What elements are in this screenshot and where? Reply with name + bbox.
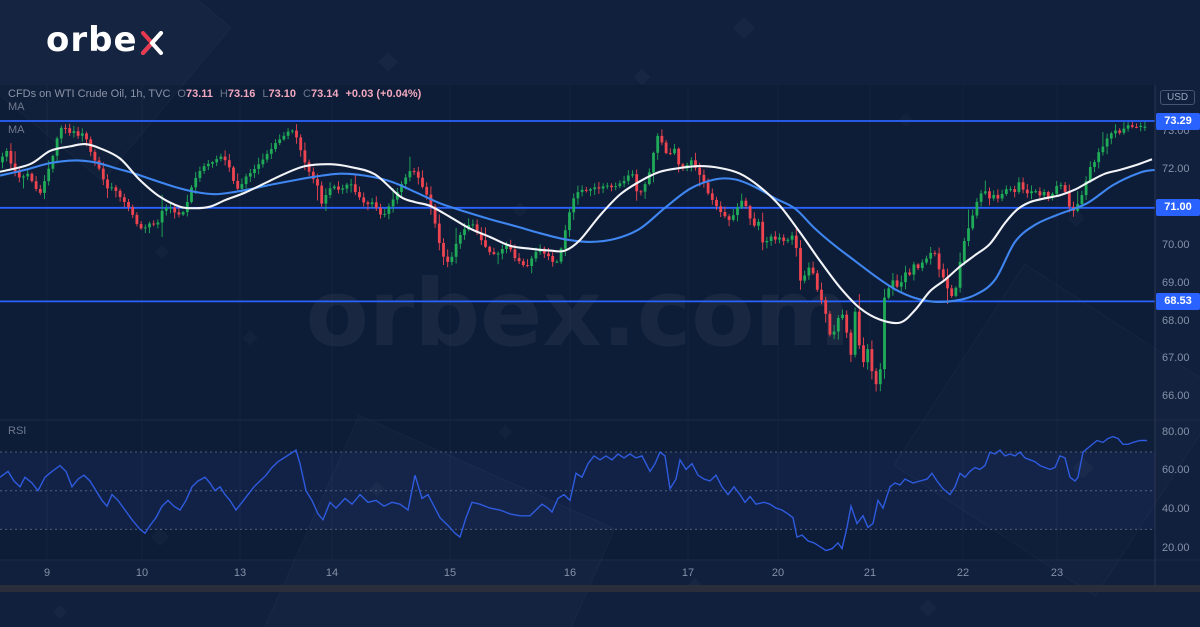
time-tick-label[interactable]: 17	[681, 567, 695, 579]
high-label: H	[219, 88, 228, 100]
time-tick-label[interactable]: 20	[771, 567, 785, 579]
time-tick-label[interactable]: 21	[863, 567, 877, 579]
symbol-title[interactable]: CFDs on WTI Crude Oil, 1h, TVC	[8, 88, 171, 100]
time-tick-label[interactable]: 14	[325, 567, 339, 579]
orbex-logo-text: orbe	[46, 20, 138, 60]
time-tick-label[interactable]: 16	[563, 567, 577, 579]
low-value: 73.10	[268, 88, 297, 100]
rsi-line	[0, 435, 1147, 552]
open-label: O	[177, 88, 186, 100]
ohlc-close: C73.14	[303, 88, 338, 100]
symbol-legend: CFDs on WTI Crude Oil, 1h, TVC O73.11 H7…	[8, 88, 421, 100]
price-tick-label: 67.00	[1162, 352, 1190, 365]
ohlc-low: L73.10	[262, 88, 296, 100]
high-value: 73.16	[227, 88, 256, 100]
time-gridlines	[46, 85, 1058, 560]
rsi-tick-label: 20.00	[1162, 541, 1190, 554]
rsi-tick-label: 80.00	[1162, 425, 1190, 438]
close-value: 73.14	[310, 88, 339, 100]
ma-legend-1[interactable]: MA	[8, 101, 25, 113]
price-tick-label: 72.00	[1162, 162, 1190, 175]
time-tick-label[interactable]: 13	[233, 567, 247, 579]
watermark: orbex.com	[306, 260, 851, 367]
ohlc-high: H73.16	[220, 88, 255, 100]
time-tick-label[interactable]: 10	[135, 567, 149, 579]
price-tick-label: 69.00	[1162, 276, 1190, 289]
candlestick-series	[1, 121, 1147, 392]
bottom-scroll-strip[interactable]	[0, 585, 1200, 592]
ma-legend-2[interactable]: MA	[8, 124, 25, 136]
orbex-logo-x-icon	[140, 31, 163, 55]
currency-badge: USD	[1160, 90, 1196, 105]
rsi-legend[interactable]: RSI	[8, 425, 27, 437]
moving-averages	[0, 143, 1155, 325]
pane-background	[0, 85, 1155, 560]
orbex-logo: orbe	[46, 22, 164, 58]
time-tick-label[interactable]: 9	[43, 567, 51, 579]
time-tick-label[interactable]: 22	[956, 567, 970, 579]
ma-white-line	[0, 143, 1153, 325]
price-level-badge: 68.53	[1156, 292, 1200, 310]
change-value: +0.03 (+0.04%)	[345, 88, 422, 100]
time-tick-label[interactable]: 15	[443, 567, 457, 579]
close-label: C	[303, 88, 311, 100]
open-value: 73.11	[185, 88, 213, 100]
low-label: L	[262, 88, 269, 100]
ohlc-open: O73.11	[177, 88, 212, 100]
time-tick-label[interactable]: 23	[1050, 567, 1064, 579]
ma-blue-line	[0, 159, 1155, 304]
price-level-badge: 73.29	[1156, 112, 1200, 130]
rsi-tick-label: 60.00	[1162, 464, 1190, 477]
price-level-badge: 71.00	[1156, 199, 1200, 217]
rsi-tick-label: 40.00	[1162, 503, 1190, 516]
price-tick-label: 70.00	[1162, 238, 1190, 251]
rsi-pane	[0, 451, 1155, 530]
price-tick-label: 66.00	[1162, 390, 1190, 403]
price-tick-label: 68.00	[1162, 314, 1190, 327]
